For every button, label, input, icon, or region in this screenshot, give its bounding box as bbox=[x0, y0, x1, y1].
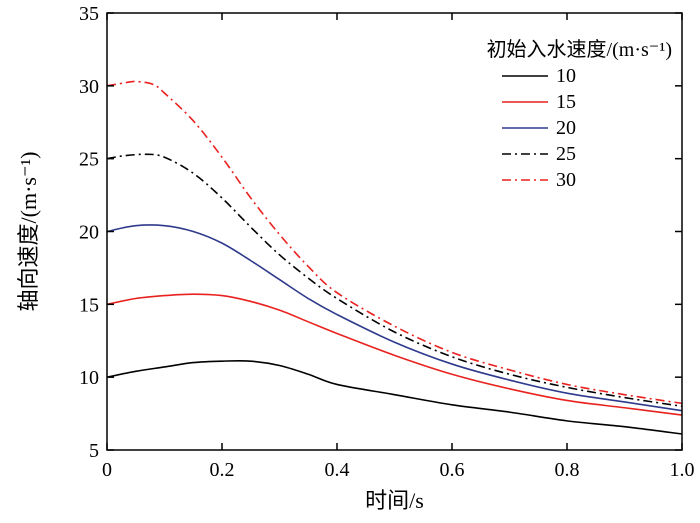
legend-label-25: 25 bbox=[556, 143, 576, 165]
legend: 初始入水速度/(m·s⁻¹) 10 15 20 25 30 bbox=[487, 38, 672, 191]
series-layer bbox=[106, 80, 683, 435]
series-line-10 bbox=[106, 359, 683, 435]
legend-title: 初始入水速度/(m·s⁻¹) bbox=[487, 38, 672, 61]
series-line-25 bbox=[106, 153, 683, 408]
y-tick-label: 15 bbox=[79, 294, 99, 316]
x-tick-label: 0.6 bbox=[440, 459, 465, 481]
ticks-layer: 0 0.2 0.4 0.6 0.8 1.0 5 10 15 20 25 30 35 bbox=[79, 3, 695, 481]
x-tick-label: 0.4 bbox=[325, 459, 350, 481]
series-line-15 bbox=[106, 293, 683, 416]
y-tick-label: 30 bbox=[79, 76, 99, 98]
x-tick-label: 0 bbox=[102, 459, 112, 481]
x-tick-label: 1.0 bbox=[670, 459, 695, 481]
x-tick-label: 0.2 bbox=[210, 459, 235, 481]
y-tick-label: 25 bbox=[79, 149, 99, 171]
y-tick-label: 5 bbox=[89, 440, 99, 462]
series-line-30 bbox=[106, 80, 683, 405]
y-tick-label: 35 bbox=[79, 3, 99, 25]
legend-items: 10 15 20 25 30 bbox=[502, 65, 576, 191]
y-tick-label: 20 bbox=[79, 222, 99, 244]
x-axis-title: 时间/s bbox=[365, 488, 424, 513]
legend-label-15: 15 bbox=[556, 91, 576, 113]
y-axis-title: 轴向速度/(m·s⁻¹) bbox=[16, 152, 41, 312]
legend-label-30: 30 bbox=[556, 169, 576, 191]
legend-label-20: 20 bbox=[556, 117, 576, 139]
legend-label-10: 10 bbox=[556, 65, 576, 87]
y-tick-label: 10 bbox=[79, 367, 99, 389]
x-tick-label: 0.8 bbox=[555, 459, 580, 481]
series-line-20 bbox=[106, 224, 683, 412]
